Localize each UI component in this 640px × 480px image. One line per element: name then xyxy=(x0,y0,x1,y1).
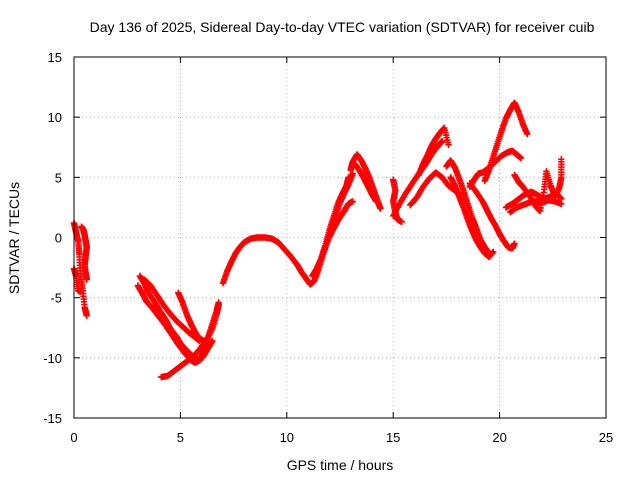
chart-title: Day 136 of 2025, Sidereal Day-to-day VTE… xyxy=(90,19,595,35)
data-point-marker xyxy=(372,198,380,205)
data-point-marker xyxy=(511,240,518,247)
y-axis-label: SDTVAR / TECUs xyxy=(6,182,22,294)
data-point-marker xyxy=(215,301,222,309)
data-point-marker xyxy=(83,276,90,283)
x-tick-label: 25 xyxy=(599,430,613,445)
data-point-marker xyxy=(345,174,352,181)
y-tick-label: 10 xyxy=(48,110,62,125)
data-point-marker xyxy=(83,312,90,319)
x-tick-label: 5 xyxy=(177,430,184,445)
data-point-marker xyxy=(77,288,84,295)
grid xyxy=(74,57,606,418)
data-point-marker xyxy=(349,198,356,205)
series-sat-f xyxy=(141,276,203,345)
series-sat-s xyxy=(447,174,497,260)
series-sat-k xyxy=(324,198,356,245)
data-point-marker xyxy=(445,141,452,149)
data-point-marker xyxy=(204,337,212,345)
x-tick-label: 15 xyxy=(386,430,400,445)
series-sat-h xyxy=(175,289,212,345)
data-point-marker xyxy=(558,156,565,163)
y-tick-label: 15 xyxy=(48,50,62,65)
data-point-marker xyxy=(377,205,384,212)
data-point-marker xyxy=(558,200,565,208)
data-points xyxy=(70,99,565,381)
data-point-marker xyxy=(517,154,525,162)
x-tick-label: 0 xyxy=(70,430,77,445)
y-tick-label: 5 xyxy=(55,170,62,185)
data-point-marker xyxy=(349,170,356,177)
data-point-marker xyxy=(438,138,446,145)
series-sat-u xyxy=(481,99,531,185)
y-tick-label: 0 xyxy=(55,231,62,246)
series-sat-m xyxy=(351,160,380,205)
series-sat-c xyxy=(78,223,90,283)
y-tick-label: -15 xyxy=(43,411,62,426)
series-sat-y xyxy=(507,196,565,216)
data-point-marker xyxy=(524,130,531,138)
series-sat-j xyxy=(309,174,352,280)
data-point-marker xyxy=(490,248,497,256)
x-tick-label: 10 xyxy=(280,430,294,445)
y-tick-label: -5 xyxy=(50,291,62,306)
series-sat-v xyxy=(466,147,525,191)
series-sat-o xyxy=(390,138,446,220)
x-tick-label: 20 xyxy=(492,430,506,445)
plot-frame xyxy=(73,56,607,419)
data-point-marker xyxy=(398,218,405,226)
series-sat-q xyxy=(415,124,452,179)
y-tick-label: -10 xyxy=(43,351,62,366)
x-axis-label: GPS time / hours xyxy=(287,457,394,473)
series-sat-t xyxy=(466,180,518,252)
